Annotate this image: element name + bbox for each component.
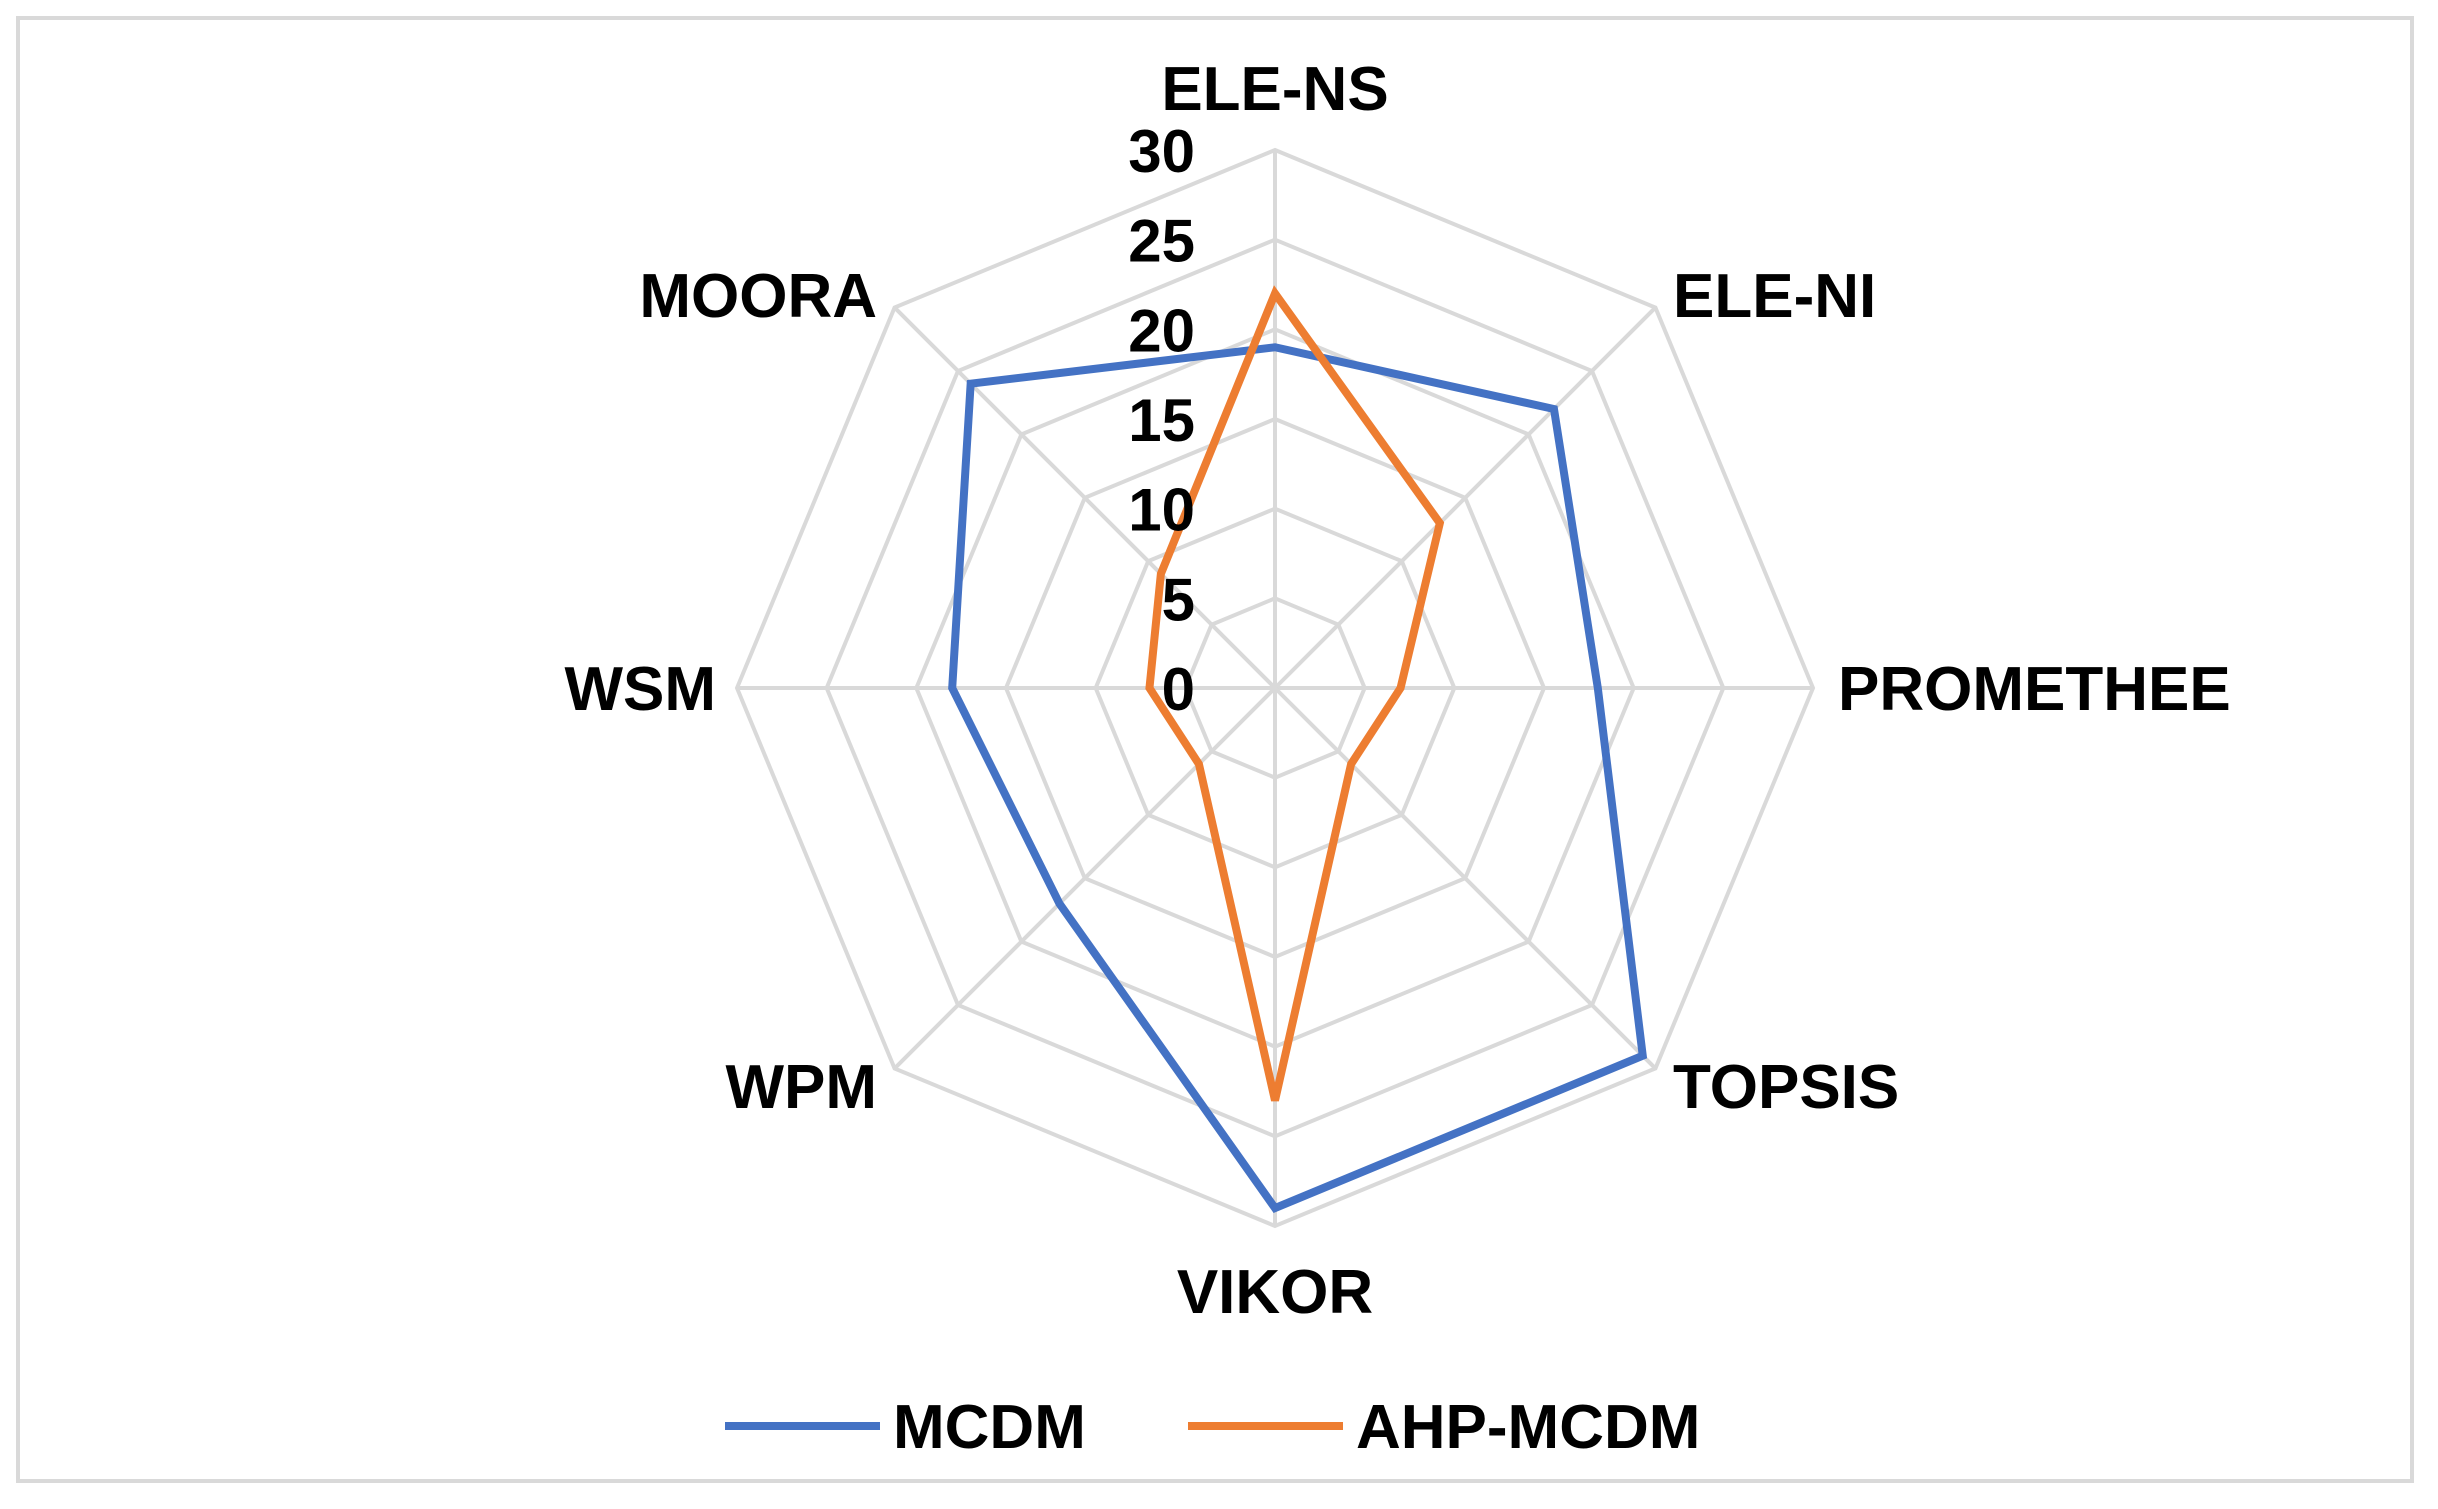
spoke-topsis (1273, 686, 1657, 1070)
spoke-moora (893, 306, 1277, 690)
radar-grid (734, 147, 1816, 1229)
legend: MCDM AHP-MCDM (725, 1393, 1700, 1462)
tick-label-30: 30 (1128, 118, 1195, 185)
category-label-vikor: VIKOR (1177, 1258, 1373, 1327)
category-label-wsm: WSM (564, 655, 716, 724)
category-labels: ELE-NS ELE-NI PROMETHEE TOPSIS VIKOR WPM WSM MO… (564, 55, 2230, 1327)
radar-series (948, 285, 1648, 1213)
legend-label-mcdm: MCDM (893, 1393, 1086, 1462)
tick-label-15: 15 (1128, 387, 1195, 454)
tick-label-10: 10 (1128, 477, 1195, 544)
category-label-topsis: TOPSIS (1673, 1053, 1899, 1122)
radial-tick-labels: 0 5 10 15 20 25 30 (1128, 118, 1195, 723)
legend-item-ahp-mcdm: AHP-MCDM (1188, 1393, 1700, 1462)
spoke-wpm (893, 686, 1277, 1070)
category-label-ele-ni: ELE-NI (1673, 262, 1876, 331)
legend-item-mcdm: MCDM (725, 1393, 1086, 1462)
series-line-ahp-mcdm (1145, 285, 1445, 1102)
category-label-moora: MOORA (639, 262, 877, 331)
category-label-wpm: WPM (725, 1053, 877, 1122)
category-label-ele-ns: ELE-NS (1161, 55, 1388, 124)
tick-label-20: 20 (1128, 297, 1195, 364)
tick-label-0: 0 (1162, 656, 1195, 723)
tick-label-5: 5 (1162, 566, 1195, 633)
tick-label-25: 25 (1128, 208, 1195, 275)
category-label-promethee: PROMETHEE (1838, 655, 2231, 724)
series-line-mcdm (948, 343, 1648, 1213)
spoke-ele-ni (1273, 306, 1657, 690)
legend-label-ahp-mcdm: AHP-MCDM (1356, 1393, 1700, 1462)
